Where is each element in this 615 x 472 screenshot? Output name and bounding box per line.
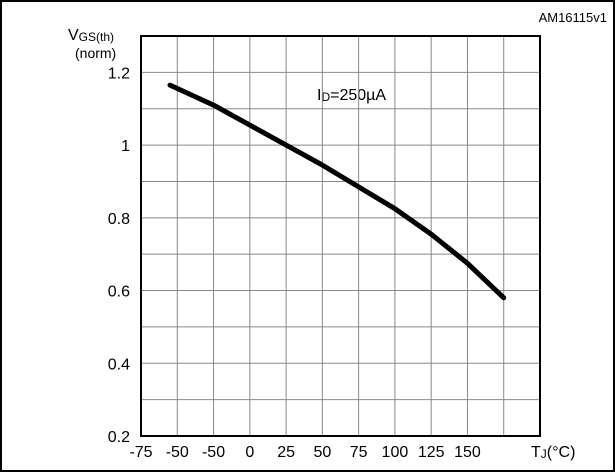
y-tick-label: 0.6 (108, 284, 130, 301)
annotation-main: I (317, 87, 321, 104)
y-axis-title-main: V (68, 27, 79, 44)
x-tick-label: -50 (166, 444, 189, 461)
y-axis-unit: (norm) (75, 45, 116, 61)
annotation-sub: D (321, 90, 330, 104)
x-tick-label: 100 (382, 444, 409, 461)
annotation: ID=250µA (317, 87, 386, 104)
x-tick-label: 50 (313, 444, 331, 461)
plot-area-border (140, 35, 541, 437)
tick-labels: -75 -50 -50 0 25 50 75 100 125 150 0.2 0.4 0.6 0.8 1 1.… (108, 65, 481, 461)
y-tick-label: 1.2 (108, 65, 130, 82)
x-tick-label: -75 (129, 444, 152, 461)
x-axis-title-sub: J (541, 447, 547, 461)
figure-id: AM16115v1 (539, 10, 607, 25)
series-layer (167, 82, 507, 301)
x-tick-label: 0 (245, 444, 254, 461)
x-tick-label: 25 (277, 444, 295, 461)
x-tick-label: -50 (202, 444, 225, 461)
y-tick-label: 0.8 (108, 211, 130, 228)
y-tick-label: 0.2 (108, 429, 130, 446)
x-tick-label: 150 (454, 444, 481, 461)
x-axis-title-main: T (531, 444, 541, 461)
x-axis-title-unit: (°C) (547, 444, 576, 461)
y-tick-label: 1 (121, 138, 130, 155)
x-axis-title: TJ(°C) (531, 444, 575, 461)
x-tick-label: 125 (418, 444, 445, 461)
series-line (167, 82, 507, 301)
grid (140, 35, 540, 437)
y-axis-title: VGS(th) (68, 27, 114, 44)
x-tick-label: 75 (350, 444, 368, 461)
y-tick-label: 0.4 (108, 356, 130, 373)
y-axis-title-sub: GS(th) (79, 30, 114, 44)
